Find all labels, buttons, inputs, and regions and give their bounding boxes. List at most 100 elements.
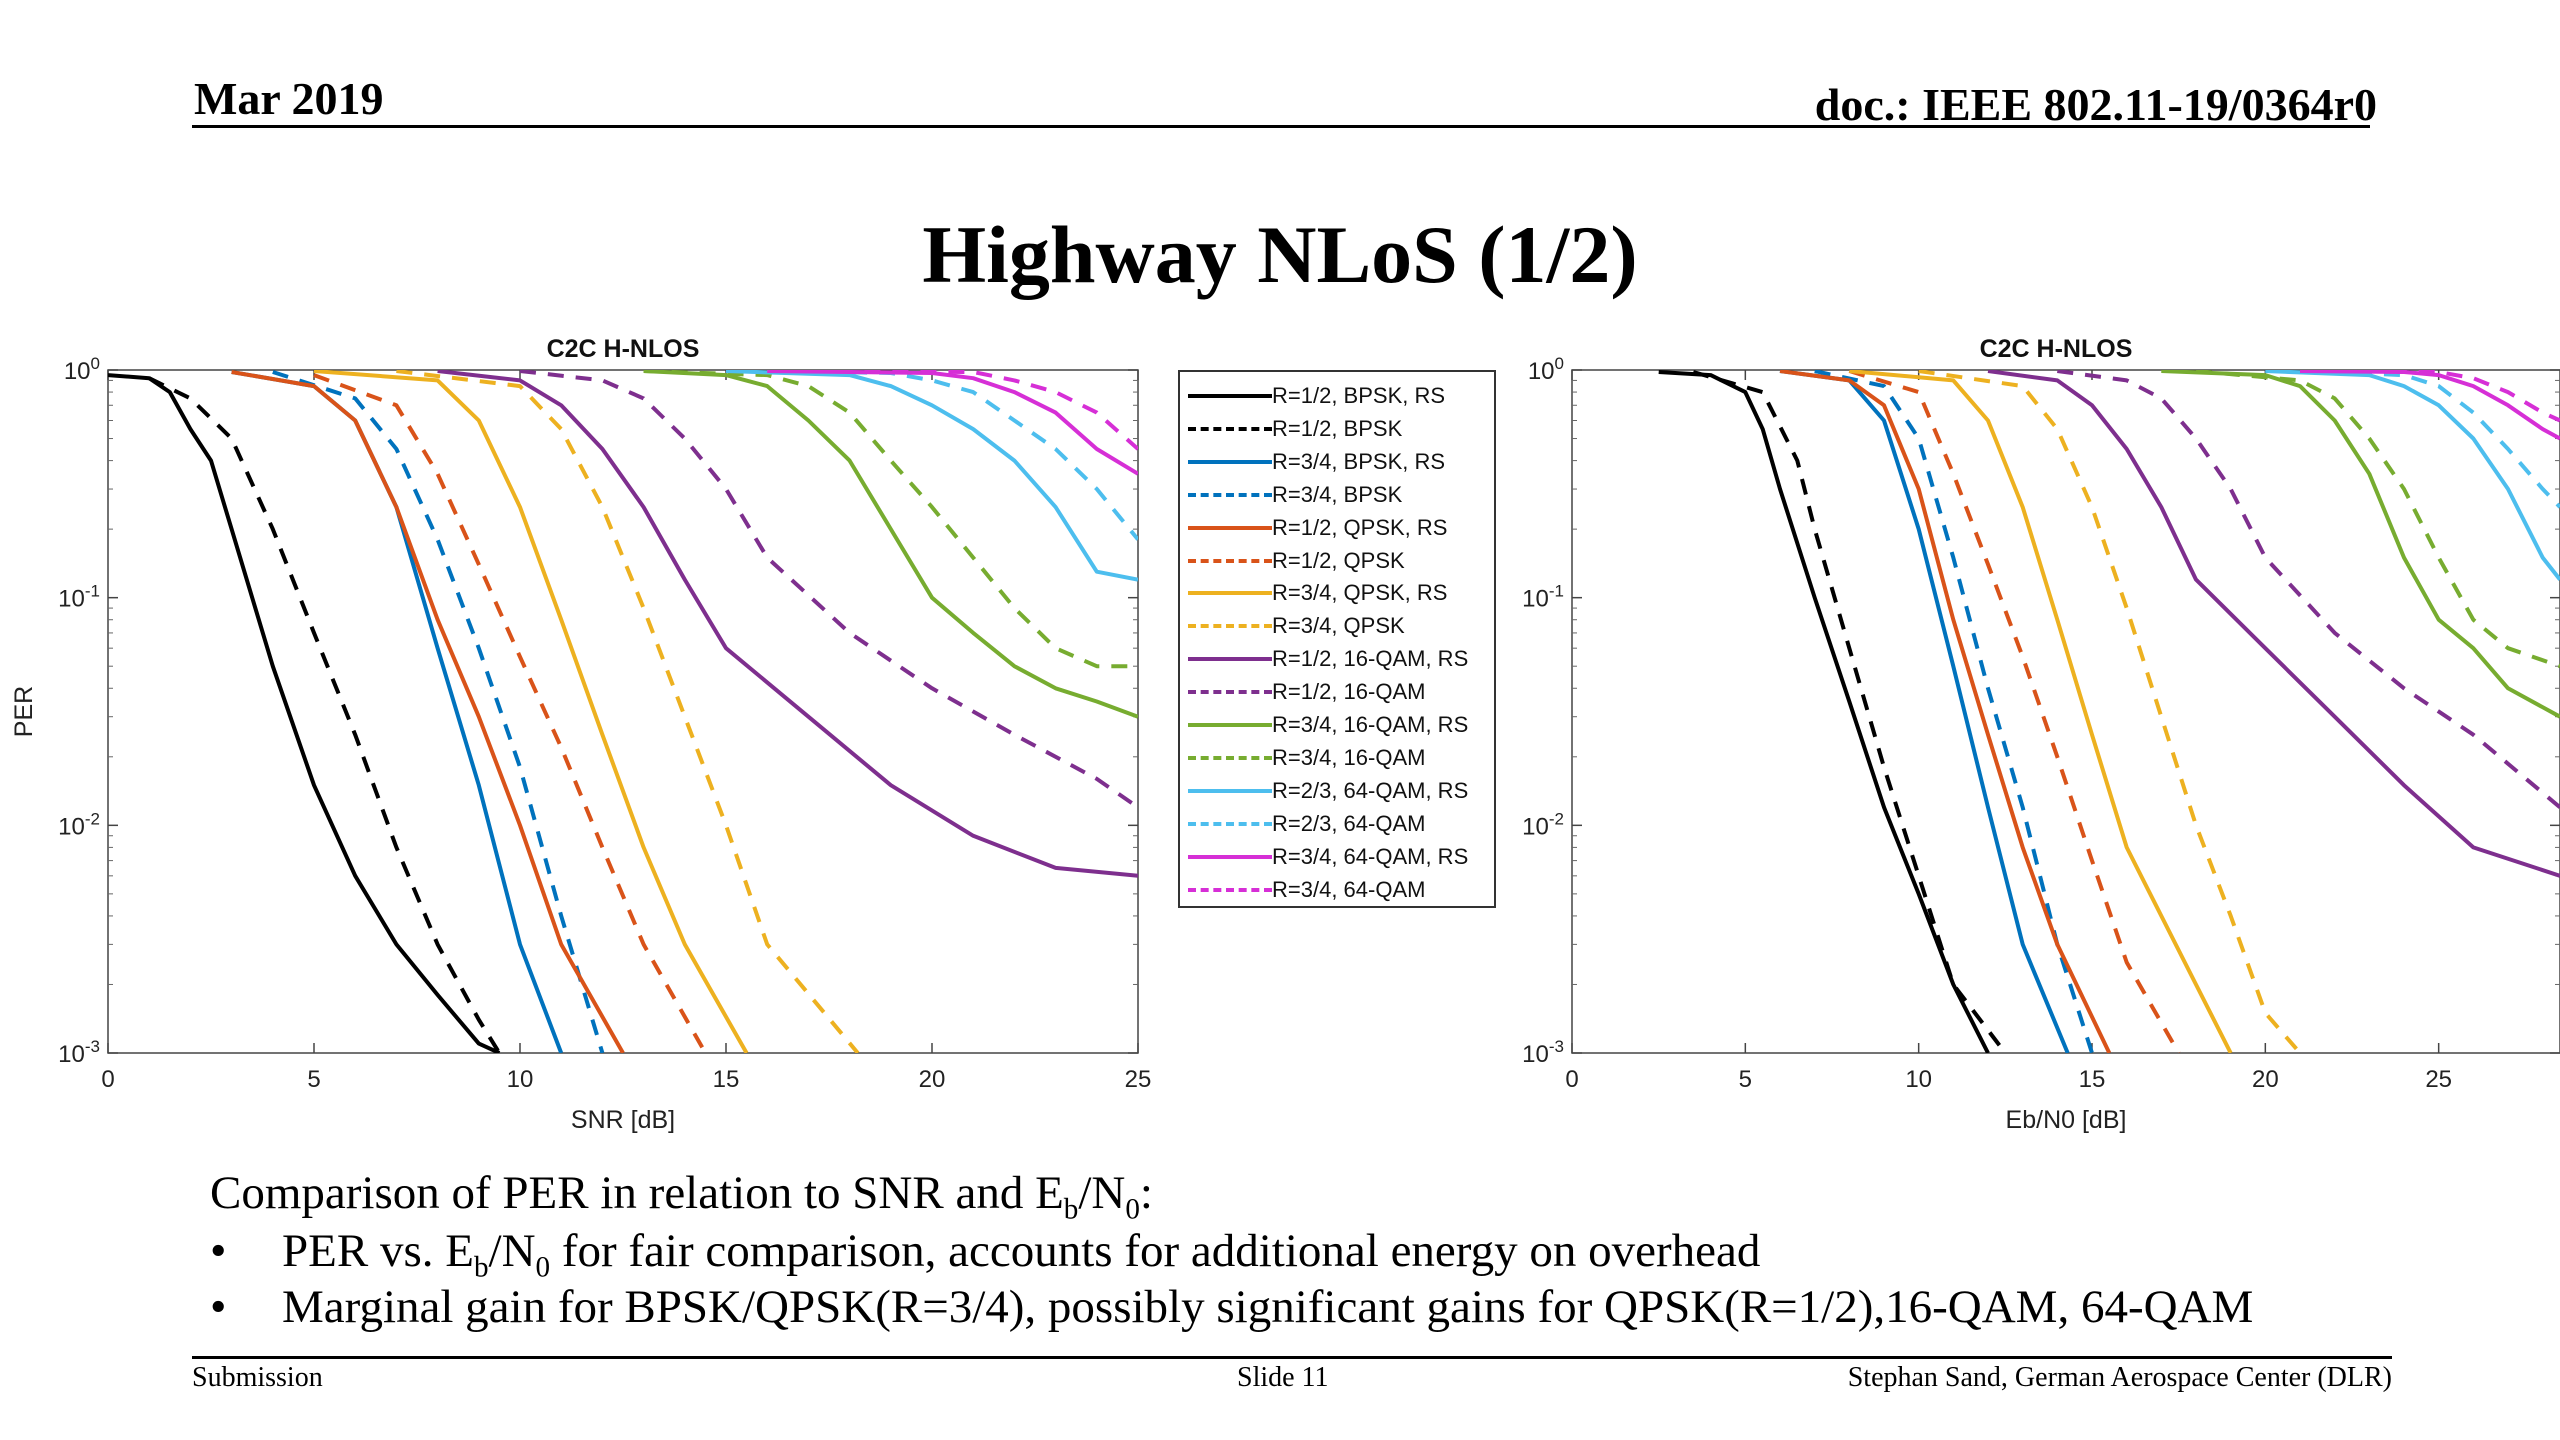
x-tick-label: 20 [919, 1066, 946, 1093]
legend-entry: R=1/2, QPSK [1180, 545, 1494, 577]
legend-label: R=2/3, 64-QAM, RS [1272, 777, 1469, 803]
series-line [1779, 370, 2070, 1053]
x-tick-label: 5 [1739, 1066, 1752, 1093]
series-line [808, 370, 1138, 451]
series-line [1692, 370, 2007, 1053]
legend-swatch [1188, 426, 1272, 431]
bullet-dot: • [210, 1225, 227, 1277]
chart-title: C2C H-NLOS [1980, 335, 2133, 363]
legend-label: R=3/4, 64-QAM [1272, 876, 1426, 902]
legend-swatch [1188, 558, 1272, 563]
legend-label: R=1/2, BPSK [1272, 415, 1403, 441]
legend-label: R=1/2, QPSK, RS [1272, 514, 1448, 540]
item1-text: PER vs. E [282, 1225, 474, 1277]
y-tick-label: 10-1 [1522, 582, 1564, 613]
y-tick-label: 10-2 [1522, 809, 1564, 840]
series-line [2195, 370, 2560, 669]
series-line [519, 370, 1138, 809]
x-tick-label: 0 [1565, 1066, 1578, 1093]
series-line [1987, 370, 2560, 878]
legend-entry: R=3/4, QPSK [1180, 610, 1494, 642]
legend-entry: R=3/4, BPSK, RS [1180, 446, 1494, 478]
intro-sub-b: b [1063, 1193, 1079, 1226]
y-tick-label: 10-1 [58, 582, 100, 613]
series-line [313, 373, 708, 1053]
bullet-intro: Comparison of PER in relation to SNR and… [210, 1165, 1153, 1237]
legend-entry: R=1/2, QPSK, RS [1180, 512, 1494, 544]
series-line [1918, 370, 2302, 1053]
x-axis-label: SNR [dB] [571, 1106, 675, 1134]
legend-swatch [1188, 492, 1272, 497]
legend-label: R=3/4, QPSK [1272, 613, 1405, 639]
chart-legend: R=1/2, BPSK, RS R=1/2, BPSK R=3/4, BPSK, R… [1178, 370, 1496, 908]
series-line [396, 370, 860, 1053]
series-line [148, 376, 502, 1053]
bullet-dot: • [210, 1281, 227, 1333]
legend-entry: R=2/3, 64-QAM [1180, 808, 1494, 840]
plot-area [1571, 369, 2560, 1054]
series-line [313, 370, 749, 1053]
legend-swatch [1188, 788, 1272, 793]
series-line [231, 370, 625, 1053]
legend-entry: R=3/4, 16-QAM [1180, 742, 1494, 774]
legend-label: R=3/4, 16-QAM, RS [1272, 712, 1469, 737]
footer-slide-number: Slide 11 [1237, 1362, 1329, 1393]
intro-text: Comparison of PER in relation to SNR and… [210, 1167, 1064, 1219]
legend-label: R=1/2, 16-QAM, RS [1272, 646, 1469, 672]
y-tick-label: 100 [64, 354, 100, 385]
series-line [725, 370, 1138, 582]
legend-entry: R=3/4, QPSK, RS [1180, 577, 1494, 609]
series-line [1849, 370, 2233, 1053]
legend-entry: R=1/2, 16-QAM [1180, 676, 1494, 708]
x-tick-label: 0 [101, 1066, 114, 1093]
legend-swatch [1188, 854, 1272, 859]
series-line [1658, 370, 1990, 1053]
series-line [272, 370, 605, 1053]
legend-swatch [1188, 690, 1272, 695]
legend-entry: R=1/2, BPSK [1180, 413, 1494, 445]
legend-label: R=1/2, QPSK [1272, 547, 1405, 573]
legend-swatch [1188, 525, 1272, 530]
x-tick-label: 25 [1125, 1066, 1152, 1093]
series-line [1779, 370, 2112, 1053]
legend-swatch [1188, 723, 1272, 727]
slide-title: Highway NLoS (1/2) [922, 209, 1638, 300]
footer-author: Stephan Sand, German Aerospace Center (D… [1847, 1362, 2392, 1393]
intro-text-mid: /N [1078, 1167, 1126, 1219]
item1-text-end: for fair comparison, accounts for additi… [550, 1225, 1761, 1277]
y-tick-label: 10-3 [1522, 1037, 1564, 1068]
x-axis-label: Eb/N0 [dB] [2006, 1106, 2127, 1134]
header-date: Mar 2019 [194, 73, 384, 124]
x-tick-label: 10 [1905, 1066, 1932, 1093]
series-line [437, 370, 1138, 878]
legend-entry: R=3/4, 64-QAM [1180, 874, 1494, 906]
legend-label: R=3/4, BPSK, RS [1272, 448, 1446, 474]
legend-label: R=1/2, BPSK, RS [1272, 383, 1446, 408]
legend-swatch [1188, 591, 1272, 596]
legend-entry: R=2/3, 64-QAM, RS [1180, 775, 1494, 807]
x-tick-label: 20 [2252, 1066, 2279, 1093]
item1-sub-b: b [473, 1251, 489, 1284]
y-axis-label: PER [10, 686, 38, 737]
series-line [643, 370, 1138, 719]
y-tick-label: 100 [1528, 354, 1564, 385]
legend-label: R=3/4, QPSK, RS [1272, 580, 1448, 606]
legend-entry: R=3/4, BPSK [1180, 479, 1494, 511]
series-line [2057, 370, 2560, 809]
footer-rule [192, 1356, 2392, 1359]
x-tick-label: 10 [507, 1066, 534, 1093]
legend-swatch [1188, 624, 1272, 629]
legend-swatch [1188, 821, 1272, 826]
intro-sub-0: 0 [1125, 1193, 1140, 1226]
series-line [108, 373, 501, 1053]
legend-swatch [1188, 755, 1272, 760]
header-rule [192, 125, 2370, 128]
series-line [643, 370, 1138, 669]
series-line [2265, 370, 2560, 581]
x-tick-label: 15 [2079, 1066, 2106, 1093]
y-tick-label: 10-3 [58, 1037, 100, 1068]
item1-sub-0: 0 [535, 1251, 551, 1284]
legend-label: R=3/4, 64-QAM, RS [1272, 843, 1469, 869]
header-doc-number: doc.: IEEE 802.11-19/0364r0 [1814, 79, 2377, 130]
legend-label: R=3/4, 16-QAM [1272, 744, 1426, 770]
